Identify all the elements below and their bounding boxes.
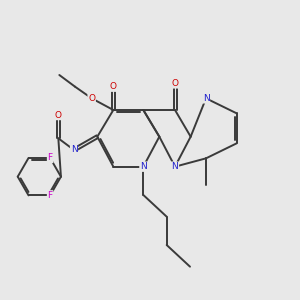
Text: O: O: [110, 82, 117, 91]
Text: N: N: [172, 162, 178, 171]
Text: O: O: [88, 94, 95, 103]
Text: O: O: [172, 79, 178, 88]
Text: F: F: [48, 154, 53, 163]
Text: F: F: [48, 191, 53, 200]
Text: O: O: [55, 110, 62, 119]
Text: N: N: [140, 162, 147, 171]
Text: N: N: [70, 146, 77, 154]
Text: N: N: [202, 94, 209, 103]
